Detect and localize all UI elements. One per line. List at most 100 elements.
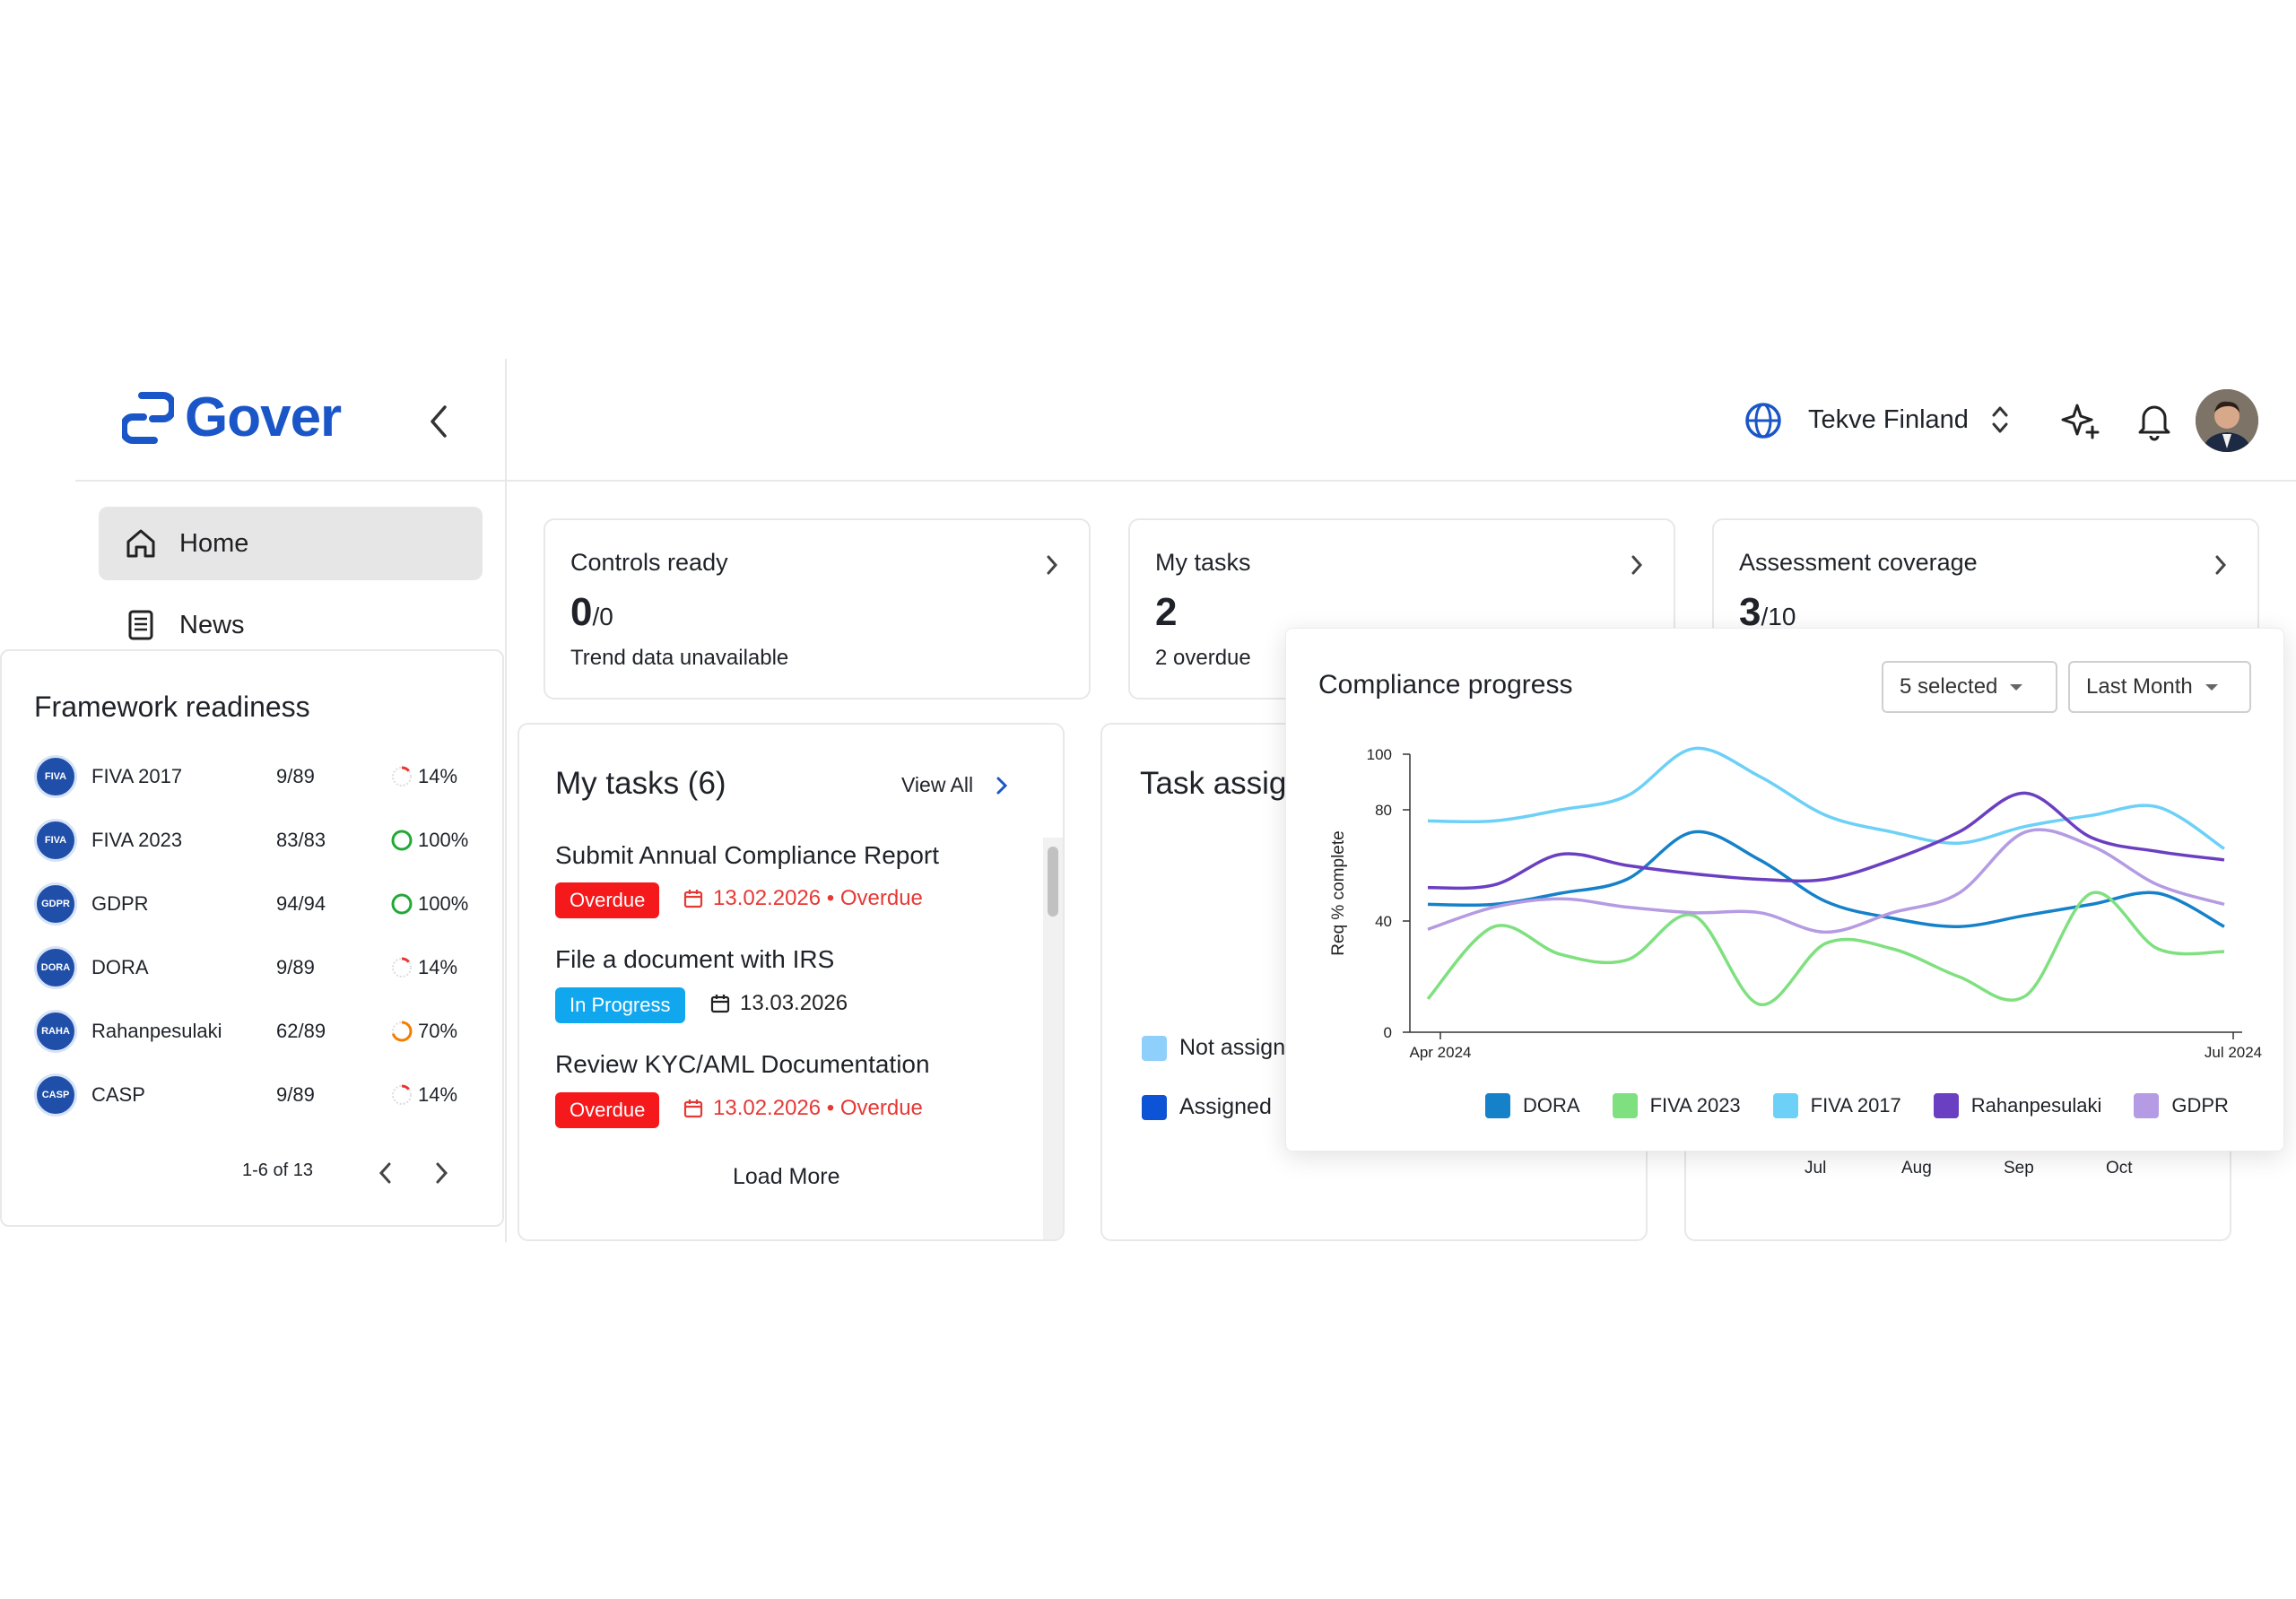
framework-percent: 100%: [418, 892, 469, 915]
chevron-updown-icon: [1992, 406, 2008, 433]
month-label: Jul: [1805, 1159, 1827, 1178]
org-switcher[interactable]: Tekve Finland: [1808, 404, 2010, 436]
news-icon: [128, 610, 153, 640]
task-due-date: 13.02.2026 • Overdue: [683, 1096, 923, 1121]
task-title[interactable]: Review KYC/AML Documentation: [555, 1050, 930, 1078]
framework-count: 83/83: [276, 829, 326, 851]
series-line-fiva-2017: [1427, 746, 2225, 850]
my-tasks-card: My tasks (6) View All Submit Annual Comp…: [517, 723, 1065, 1241]
series-line-fiva-2023: [1426, 891, 2225, 1006]
nav-home-label: Home: [179, 528, 249, 558]
series-filter-select[interactable]: 5 selected: [1882, 661, 2057, 713]
scrollbar-thumb[interactable]: [1048, 847, 1058, 917]
legend-entry[interactable]: DORA: [1485, 1093, 1580, 1118]
collapse-sidebar-icon[interactable]: [425, 404, 452, 439]
legend-entry[interactable]: FIVA 2023: [1612, 1093, 1741, 1118]
framework-percent: 70%: [418, 1020, 458, 1042]
my-tasks-stat-title: My tasks: [1155, 549, 1251, 576]
progress-ring-icon: [391, 830, 413, 851]
legend-entry[interactable]: FIVA 2017: [1772, 1093, 1901, 1118]
task-due-date: 13.02.2026 • Overdue: [683, 886, 923, 911]
y-tick-label: 0: [1384, 1024, 1392, 1041]
framework-name: DORA: [91, 956, 149, 978]
framework-name: GDPR: [91, 892, 149, 915]
framework-readiness-title: Framework readiness: [34, 691, 310, 723]
framework-row[interactable]: GDPR GDPR 94/94 100%: [34, 879, 483, 929]
prev-page-icon[interactable]: [375, 1160, 396, 1186]
notifications-bell-icon[interactable]: [2136, 400, 2172, 441]
nav-item-home[interactable]: Home: [99, 507, 483, 580]
framework-row[interactable]: DORA DORA 9/89 14%: [34, 943, 483, 993]
assessment-coverage-value: 3/10: [1739, 590, 1796, 634]
controls-ready-value: 0/0: [570, 590, 613, 634]
legend-label: DORA: [1523, 1094, 1580, 1117]
avatar-portrait-icon: [2196, 389, 2258, 452]
assessment-coverage-title: Assessment coverage: [1739, 549, 1978, 576]
nav-news-label: News: [179, 610, 245, 639]
status-badge: In Progress: [555, 987, 685, 1023]
scrollbar-track[interactable]: [1043, 838, 1063, 1239]
x-tick-label: Jul 2024: [2205, 1044, 2262, 1061]
sidebar-divider: [505, 359, 507, 1242]
controls-ready-title: Controls ready: [570, 549, 728, 576]
controls-ready-sub: Trend data unavailable: [570, 646, 789, 670]
framework-row[interactable]: CASP CASP 9/89 14%: [34, 1070, 483, 1120]
compliance-line-chart: 0 40 80 100 Req % complete Apr 2024 Jul 2024: [1329, 746, 2262, 1061]
calendar-icon: [710, 995, 730, 1013]
next-page-icon[interactable]: [430, 1160, 452, 1186]
my-tasks-title: My tasks (6): [555, 766, 726, 801]
progress-ring-icon: [391, 957, 413, 978]
status-badge: Overdue: [555, 882, 660, 918]
sparkle-ai-icon[interactable]: [2061, 400, 2100, 441]
x-tick-label: Apr 2024: [1410, 1044, 1472, 1061]
calendar-icon: [683, 890, 703, 908]
framework-count: 94/94: [276, 892, 326, 915]
period-filter-value: Last Month: [2086, 674, 2193, 699]
y-tick-label: 80: [1375, 802, 1392, 819]
progress-ring-icon: [391, 1021, 413, 1042]
y-axis-label: Req % complete: [1329, 830, 1348, 955]
progress-ring-icon: [391, 1084, 413, 1106]
legend-entry[interactable]: GDPR: [2134, 1093, 2229, 1118]
task-title[interactable]: Submit Annual Compliance Report: [555, 841, 940, 869]
period-filter-select[interactable]: Last Month: [2068, 661, 2251, 713]
framework-percent: 14%: [418, 1083, 458, 1106]
legend-not-assigned: Not assign: [1142, 1035, 1285, 1061]
framework-count: 9/89: [276, 956, 315, 978]
month-label: Oct: [2106, 1159, 2133, 1178]
calendar-icon: [683, 1099, 703, 1118]
chart-legend: DORA FIVA 2023 FIVA 2017 Rahanpesulaki GDPR: [1485, 1093, 2261, 1118]
legend-swatch: [1933, 1093, 1959, 1118]
user-avatar[interactable]: [2196, 389, 2258, 452]
load-more-button[interactable]: Load More: [733, 1164, 840, 1189]
progress-ring-icon: [391, 766, 413, 787]
task-assignment-title: Task assig: [1140, 766, 1287, 801]
header-divider: [75, 480, 2296, 482]
framework-name: CASP: [91, 1083, 145, 1106]
framework-name: FIVA 2023: [91, 829, 183, 851]
caret-down-icon: [2010, 683, 2023, 691]
framework-readiness-card: Framework readiness FIVA FIVA 2017 9/89 14%…: [0, 649, 504, 1227]
view-all-link[interactable]: View All: [901, 773, 1009, 797]
month-label: Sep: [2004, 1159, 2034, 1178]
chevron-right-icon: [996, 777, 1008, 794]
org-name: Tekve Finland: [1808, 404, 1969, 434]
framework-row[interactable]: RAHA Rahanpesulaki 62/89 70%: [34, 1006, 483, 1056]
status-badge: Overdue: [555, 1092, 660, 1128]
framework-logo-icon: GDPR: [34, 882, 77, 926]
task-title[interactable]: File a document with IRS: [555, 945, 835, 973]
y-tick-label: 40: [1375, 913, 1392, 930]
series-line-gdpr: [1427, 828, 2225, 934]
chevron-right-icon: [2215, 555, 2227, 575]
framework-row[interactable]: FIVA FIVA 2017 9/89 14%: [34, 752, 483, 802]
task-due-date: 13.03.2026: [709, 991, 848, 1016]
gover-logo-icon: [122, 391, 174, 444]
caret-down-icon: [2205, 683, 2218, 691]
framework-row[interactable]: FIVA FIVA 2023 83/83 100%: [34, 815, 483, 865]
app-logo[interactable]: Gover: [122, 386, 342, 449]
controls-ready-card[interactable]: Controls ready 0/0 Trend data unavailabl…: [544, 518, 1091, 700]
legend-label: Rahanpesulaki: [1970, 1094, 2102, 1117]
compliance-progress-card: Compliance progress 5 selected Last Mont…: [1285, 628, 2284, 1151]
legend-entry[interactable]: Rahanpesulaki: [1933, 1093, 2102, 1118]
nav-item-news[interactable]: News: [99, 588, 483, 662]
